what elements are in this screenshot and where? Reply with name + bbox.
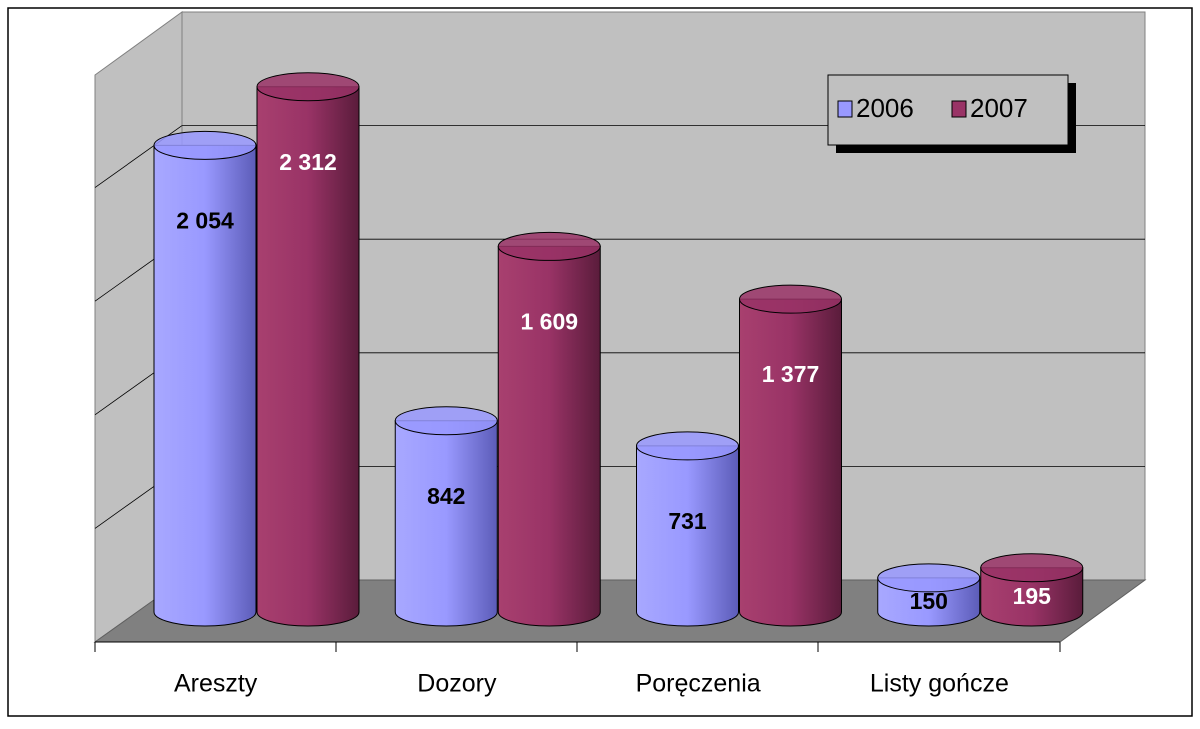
x-tick-label: Dozory [417, 670, 497, 698]
legend-box [827, 74, 1069, 146]
cylinder-top [980, 553, 1084, 583]
ticks [94, 642, 1061, 652]
legend-label: 2006 [856, 93, 914, 123]
cylinder [256, 72, 360, 627]
bar [739, 298, 842, 627]
cylinder [497, 231, 601, 627]
legend: 2006 2007 [827, 74, 1076, 153]
legend-label: 2007 [970, 93, 1028, 123]
value-label: 731 [668, 508, 707, 534]
value-label: 1 377 [762, 361, 820, 387]
cylinder-top [153, 130, 257, 160]
cylinder-top [636, 431, 739, 461]
cylinder [980, 553, 1084, 627]
cylinder [394, 406, 498, 627]
cylinder-top [877, 563, 981, 593]
bar [636, 445, 739, 627]
value-label: 1 609 [520, 309, 578, 335]
cylinder [636, 431, 739, 627]
cylinder-top [256, 72, 360, 102]
value-label: 195 [1013, 583, 1052, 609]
x-tick-label: Areszty [174, 670, 258, 698]
x-tick-label: Listy gończe [870, 670, 1009, 698]
value-label: 842 [427, 483, 465, 509]
cylinder-top [394, 406, 498, 436]
bar [394, 420, 498, 627]
cylinder [877, 563, 981, 627]
bar [256, 86, 360, 627]
legend-swatch [951, 100, 967, 118]
cylinder-top [739, 284, 842, 314]
bar [153, 144, 257, 627]
bar [497, 245, 601, 627]
cylinder-top [497, 231, 601, 261]
x-tick-label: Poręczenia [636, 670, 761, 698]
value-label: 150 [910, 588, 948, 614]
cylinder [153, 130, 257, 627]
bar [980, 567, 1084, 627]
legend-swatch [837, 100, 853, 118]
value-label: 2 054 [176, 207, 234, 233]
cylinder [739, 284, 842, 627]
value-label: 2 312 [279, 149, 337, 175]
